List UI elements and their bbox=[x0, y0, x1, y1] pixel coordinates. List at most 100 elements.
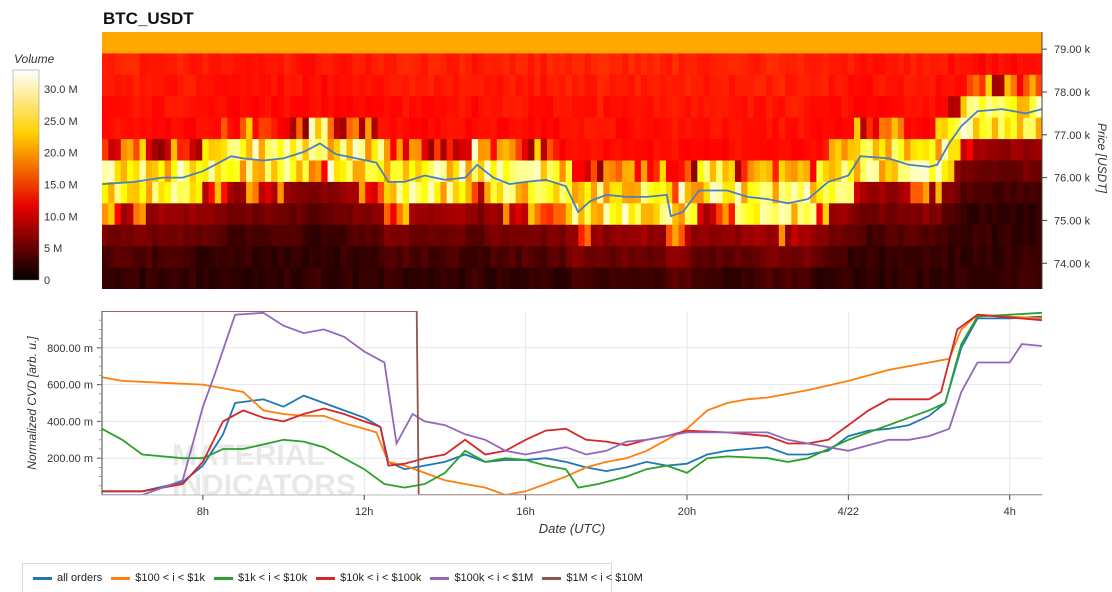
heatmap-cell bbox=[434, 267, 441, 289]
colorbar-tick-label: 20.0 M bbox=[44, 148, 78, 160]
heatmap-cell bbox=[208, 139, 216, 161]
heatmap-cell bbox=[214, 267, 222, 289]
heatmap-cell bbox=[791, 117, 799, 140]
heatmap-cell bbox=[691, 117, 698, 140]
heatmap-cell bbox=[622, 74, 629, 97]
heatmap-cell bbox=[1016, 160, 1024, 183]
heatmap-cell bbox=[540, 117, 548, 140]
heatmap-cell bbox=[835, 267, 843, 289]
heatmap-cell bbox=[227, 160, 235, 183]
heatmap-cell bbox=[565, 267, 573, 289]
heatmap-cell bbox=[703, 32, 711, 54]
heatmap-cell bbox=[760, 203, 767, 226]
heatmap-cell bbox=[177, 117, 185, 140]
heatmap-cell bbox=[753, 139, 761, 161]
heatmap-cell bbox=[108, 224, 116, 247]
legend-item[interactable]: $100k < i < $1M bbox=[430, 572, 533, 584]
heatmap-cell bbox=[402, 96, 410, 119]
legend-item[interactable]: $10k < i < $100k bbox=[316, 572, 421, 584]
heatmap-cell bbox=[471, 117, 479, 140]
legend-item[interactable]: $1M < i < $10M bbox=[542, 572, 643, 584]
heatmap-cell bbox=[734, 53, 742, 76]
heatmap-cell bbox=[421, 160, 429, 183]
heatmap-cell bbox=[703, 246, 711, 268]
heatmap-cell bbox=[434, 74, 441, 97]
heatmap-cell bbox=[897, 160, 905, 183]
heatmap-cell bbox=[797, 246, 805, 268]
heatmap-cell bbox=[521, 74, 529, 97]
heatmap-cell bbox=[703, 203, 711, 226]
heatmap-cell bbox=[258, 96, 266, 119]
heatmap-cell bbox=[133, 74, 141, 97]
heatmap-cell bbox=[565, 96, 573, 119]
heatmap-cell bbox=[640, 181, 648, 204]
heatmap-cell bbox=[885, 53, 893, 76]
heatmap-cell bbox=[546, 224, 554, 247]
heatmap-cell bbox=[321, 96, 329, 119]
heatmap-cell bbox=[741, 117, 749, 140]
heatmap-cell bbox=[308, 224, 316, 247]
heatmap-cell bbox=[904, 139, 911, 161]
heatmap-cell bbox=[841, 246, 849, 268]
heatmap-cell bbox=[691, 246, 698, 268]
heatmap-cell bbox=[183, 181, 191, 204]
heatmap-cell bbox=[929, 181, 937, 204]
heatmap-cell bbox=[810, 96, 817, 119]
heatmap-cell bbox=[816, 224, 824, 247]
heatmap-cell bbox=[948, 267, 955, 289]
heatmap-cell bbox=[948, 224, 955, 247]
heatmap-cell bbox=[979, 139, 987, 161]
heatmap-cell bbox=[358, 96, 366, 119]
heatmap-cell bbox=[503, 96, 510, 119]
legend-label: $1k < i < $10k bbox=[237, 572, 308, 584]
heatmap-cell bbox=[835, 32, 843, 54]
heatmap-cell bbox=[559, 203, 567, 226]
heatmap-cell bbox=[553, 181, 561, 204]
heatmap-cell bbox=[1023, 181, 1031, 204]
heatmap-cell bbox=[897, 53, 905, 76]
heatmap-cell bbox=[340, 160, 347, 183]
heatmap-cell bbox=[139, 32, 147, 54]
heatmap-cell bbox=[546, 203, 554, 226]
heatmap-cell bbox=[264, 246, 272, 268]
colorbar-ticks: 30.0 M25.0 M20.0 M15.0 M10.0 M5 M0 bbox=[44, 84, 78, 287]
legend-item[interactable]: all orders bbox=[33, 572, 102, 584]
heatmap-cell bbox=[785, 160, 792, 183]
heatmap-cell bbox=[897, 267, 905, 289]
heatmap-cell bbox=[371, 224, 379, 247]
heatmap-cell bbox=[321, 117, 329, 140]
heatmap-cell bbox=[747, 160, 755, 183]
heatmap-cell bbox=[1016, 74, 1024, 97]
heatmap-cell bbox=[534, 267, 542, 289]
heatmap-cell bbox=[897, 96, 905, 119]
heatmap-cell bbox=[866, 96, 874, 119]
heatmap-cell bbox=[760, 267, 767, 289]
heatmap-cell bbox=[409, 96, 416, 119]
heatmap-cell bbox=[170, 224, 178, 247]
heatmap-cell bbox=[634, 139, 642, 161]
heatmap-cell bbox=[221, 203, 228, 226]
legend-item[interactable]: $100 < i < $1k bbox=[111, 572, 205, 584]
heatmap-cell bbox=[196, 203, 203, 226]
heatmap-cell bbox=[290, 267, 297, 289]
heatmap-cell bbox=[371, 117, 379, 140]
heatmap-cell bbox=[496, 267, 504, 289]
heatmap-cell bbox=[409, 181, 416, 204]
heatmap-cell bbox=[427, 203, 435, 226]
heatmap-cell bbox=[772, 96, 780, 119]
heatmap-cell bbox=[189, 267, 197, 289]
heatmap-cell bbox=[904, 267, 911, 289]
heatmap-cell bbox=[528, 96, 535, 119]
heatmap-cell bbox=[628, 96, 636, 119]
heatmap-cell bbox=[922, 53, 930, 76]
heatmap-cell bbox=[797, 74, 805, 97]
heatmap-cell bbox=[697, 160, 705, 183]
heatmap-cell bbox=[653, 267, 661, 289]
heatmap-cell bbox=[384, 139, 391, 161]
legend-item[interactable]: $1k < i < $10k bbox=[213, 572, 308, 584]
heatmap-cell bbox=[1010, 117, 1018, 140]
heatmap-cell bbox=[722, 53, 730, 76]
heatmap-cell bbox=[308, 117, 316, 140]
heatmap-cell bbox=[803, 96, 811, 119]
heatmap-cell bbox=[941, 246, 949, 268]
